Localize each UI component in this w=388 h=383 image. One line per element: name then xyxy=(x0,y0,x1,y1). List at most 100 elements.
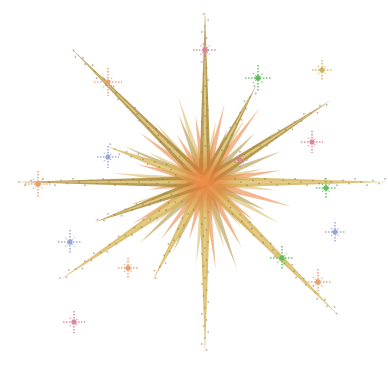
speckle-dot xyxy=(42,177,44,180)
speckle-dot xyxy=(282,179,284,182)
speckle-dot xyxy=(205,97,208,99)
speckle-dot xyxy=(202,235,205,237)
speckle-dot xyxy=(342,179,344,182)
twinkle-star xyxy=(305,269,331,295)
speckle-dot xyxy=(202,13,205,15)
speckle-dot xyxy=(318,104,321,107)
speckle-dot xyxy=(354,177,356,180)
speckle-dot xyxy=(258,182,260,185)
speckle-dot xyxy=(302,277,305,280)
speckle-dot xyxy=(306,184,308,187)
speckle-dot xyxy=(118,153,121,156)
speckle-dot xyxy=(165,209,168,212)
speckle-dot xyxy=(205,127,208,129)
speckle-dot xyxy=(107,212,109,215)
speckle-dot xyxy=(108,243,111,246)
twinkle-star xyxy=(58,230,82,254)
speckle-dot xyxy=(140,226,143,228)
speckle-dot xyxy=(200,61,203,63)
speckle-dot xyxy=(204,25,206,27)
speckle-dot xyxy=(96,182,98,185)
speckle-dot xyxy=(66,182,68,185)
speckle-dot xyxy=(164,262,167,264)
speckle-dot xyxy=(252,234,255,237)
speckle-dot xyxy=(178,235,181,238)
speckle-dot xyxy=(18,181,20,183)
speckle-dot xyxy=(115,242,118,245)
speckle-dot xyxy=(239,111,242,114)
speckle-dot xyxy=(200,343,203,345)
speckle-dot xyxy=(205,349,208,351)
speckle-dot xyxy=(138,181,140,183)
speckle-dot xyxy=(250,153,253,155)
speckle-dot xyxy=(132,177,134,180)
speckle-dot xyxy=(153,161,156,163)
speckle-dot xyxy=(106,250,109,253)
speckle-dot xyxy=(330,181,332,183)
twinkle-star xyxy=(270,246,294,270)
speckle-dot xyxy=(30,179,32,182)
speckle-dot xyxy=(113,213,116,216)
speckle-dot xyxy=(318,182,320,185)
speckle-dot xyxy=(155,127,158,130)
speckle-dot xyxy=(162,177,164,180)
speckle-dot xyxy=(142,203,144,206)
speckle-dot xyxy=(254,92,257,95)
speckle-dot xyxy=(207,331,210,333)
speckle-dot xyxy=(294,177,296,180)
speckle-dot xyxy=(82,56,84,59)
speckle-dot xyxy=(200,31,203,33)
speckle-dot xyxy=(200,91,203,93)
long-ray-highlight xyxy=(20,180,206,184)
speckle-dot xyxy=(378,182,380,185)
speckle-dot xyxy=(48,181,50,183)
speckle-dot xyxy=(230,134,233,136)
speckle-dot xyxy=(142,218,145,221)
speckle-dot xyxy=(252,145,255,148)
speckle-dot xyxy=(262,241,265,244)
speckle-dot xyxy=(207,109,210,111)
speckle-dot xyxy=(147,127,150,129)
speckle-dot xyxy=(120,214,123,217)
twinkle-star xyxy=(325,222,345,242)
speckle-dot xyxy=(207,139,210,141)
speckle-dot xyxy=(131,209,134,212)
speckle-dot xyxy=(149,218,152,220)
speckle-dot xyxy=(146,163,149,166)
speckle-dot xyxy=(68,269,70,271)
twinkle-star xyxy=(245,65,271,91)
speckle-dot xyxy=(74,268,77,271)
speckle-dot xyxy=(205,67,208,69)
twinkle-star xyxy=(63,311,85,333)
speckle-dot xyxy=(253,84,256,87)
speckle-dot xyxy=(326,305,328,308)
speckle-dot xyxy=(384,177,386,180)
speckle-dot xyxy=(115,92,117,94)
speckle-dot xyxy=(163,192,166,195)
speckle-dot xyxy=(167,243,170,245)
speckle-dot xyxy=(124,234,127,237)
speckle-dot xyxy=(200,253,203,255)
speckle-dot xyxy=(366,184,368,187)
speckle-dot xyxy=(309,112,312,115)
speckle-dot xyxy=(229,126,232,129)
speckle-dot xyxy=(182,224,185,227)
long-ray-highlight xyxy=(205,180,384,184)
speckle-dot xyxy=(152,198,155,200)
speckle-dot xyxy=(270,242,272,245)
speckle-dot xyxy=(225,137,228,140)
speckle-dot xyxy=(144,184,146,187)
speckle-dot xyxy=(204,85,206,87)
speckle-dot xyxy=(163,254,166,257)
speckle-dot xyxy=(372,179,374,182)
speckle-dot xyxy=(276,184,278,187)
speckle-dot xyxy=(284,128,287,131)
twinkle-star xyxy=(25,171,51,197)
speckle-dot xyxy=(325,104,328,106)
speckle-dot xyxy=(200,283,203,285)
speckle-dot xyxy=(158,209,161,212)
starburst-core-glow xyxy=(167,144,243,220)
speckle-dot xyxy=(202,325,205,327)
speckle-dot xyxy=(83,260,86,263)
